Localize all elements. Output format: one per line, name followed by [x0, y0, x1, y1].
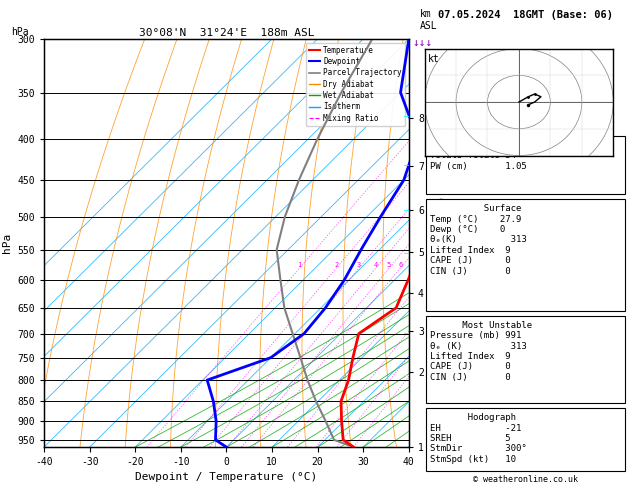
Text: 4: 4 [374, 262, 378, 268]
Text: 2: 2 [334, 262, 338, 268]
X-axis label: Dewpoint / Temperature (°C): Dewpoint / Temperature (°C) [135, 472, 318, 483]
Text: kt: kt [428, 54, 440, 64]
Text: Hodograph
EH            -21
SREH          5
StmDir        300°
StmSpd (kt)   10: Hodograph EH -21 SREH 5 StmDir 300° StmS… [430, 413, 526, 464]
Text: Surface
Temp (°C)    27.9
Dewp (°C)    0
θₑ(K)          313
Lifted Index  9
CAPE: Surface Temp (°C) 27.9 Dewp (°C) 0 θₑ(K)… [430, 204, 526, 276]
Text: —: — [404, 249, 409, 258]
Title: 30°08'N  31°24'E  188m ASL: 30°08'N 31°24'E 188m ASL [138, 28, 314, 38]
Text: 6: 6 [398, 262, 403, 268]
Text: —: — [404, 161, 409, 170]
Text: 3: 3 [357, 262, 361, 268]
Text: —: — [404, 371, 409, 380]
Text: Most Unstable
Pressure (mb) 991
θₑ (K)         313
Lifted Index  9
CAPE (J)     : Most Unstable Pressure (mb) 991 θₑ (K) 3… [430, 321, 532, 382]
Text: km
ASL: km ASL [420, 9, 437, 31]
FancyBboxPatch shape [426, 136, 625, 194]
Text: 1: 1 [298, 262, 301, 268]
Text: —: — [404, 112, 409, 122]
FancyBboxPatch shape [426, 408, 625, 471]
Y-axis label: hPa: hPa [2, 233, 12, 253]
Text: ↓↓↓: ↓↓↓ [412, 38, 432, 48]
Text: —: — [404, 329, 409, 338]
Text: —: — [404, 206, 409, 215]
Text: K             -2
Totals Totals 34
PW (cm)       1.05: K -2 Totals Totals 34 PW (cm) 1.05 [430, 141, 526, 171]
Text: Mixing Ratio (g/kg): Mixing Ratio (g/kg) [438, 195, 447, 291]
Text: hPa: hPa [11, 27, 29, 37]
Legend: Temperature, Dewpoint, Parcel Trajectory, Dry Adiabat, Wet Adiabat, Isotherm, Mi: Temperature, Dewpoint, Parcel Trajectory… [306, 43, 405, 125]
FancyBboxPatch shape [426, 316, 625, 403]
FancyBboxPatch shape [426, 199, 625, 311]
Text: 07.05.2024  18GMT (Base: 06): 07.05.2024 18GMT (Base: 06) [438, 10, 613, 20]
Text: © weatheronline.co.uk: © weatheronline.co.uk [473, 474, 577, 484]
Text: 5: 5 [387, 262, 391, 268]
